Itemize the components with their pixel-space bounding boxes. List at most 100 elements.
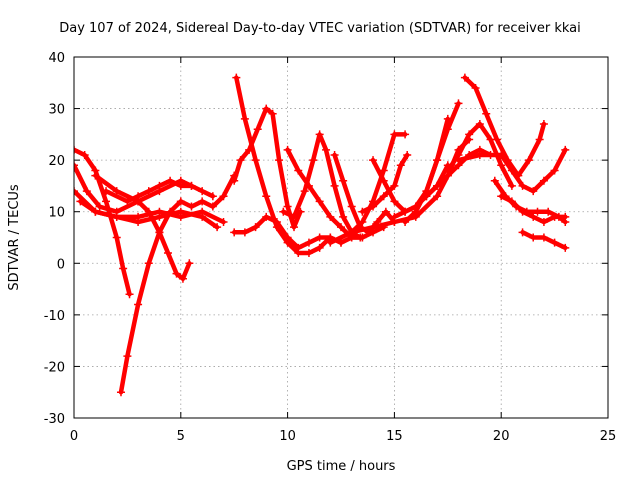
data-point [507, 181, 516, 190]
data-point [539, 218, 548, 227]
data-point [198, 197, 207, 206]
data-point [561, 145, 570, 154]
data-point [198, 187, 207, 196]
x-axis-label: GPS time / hours [287, 459, 396, 474]
series-arc-23 [454, 145, 570, 196]
y-tick-label: 20 [48, 154, 65, 169]
data-point [369, 223, 378, 232]
y-axis-label: SDTVAR / TECUs [7, 184, 22, 291]
data-point [80, 150, 89, 159]
data-point [475, 150, 484, 159]
data-point [401, 207, 410, 216]
data-point [358, 218, 367, 227]
data-point [379, 166, 388, 175]
x-tick-label: 5 [177, 429, 185, 444]
series-line [118, 173, 237, 395]
series-arc-26 [518, 228, 570, 252]
data-point [544, 207, 553, 216]
data-point [178, 274, 187, 283]
data-point [112, 212, 121, 221]
data-point [443, 114, 452, 123]
data-point [76, 197, 85, 206]
data-point [497, 150, 506, 159]
data-point [253, 125, 262, 134]
data-point [185, 259, 194, 268]
data-point [337, 223, 345, 232]
series-arc-3 [74, 161, 194, 283]
x-tick-label: 25 [600, 429, 617, 444]
series-arc-19 [401, 114, 452, 227]
series-line [74, 147, 132, 297]
plot-frame [73, 56, 609, 419]
data-point [262, 212, 271, 221]
data-point [550, 166, 559, 175]
data-point [176, 212, 185, 221]
data-point [326, 212, 335, 221]
data-point [433, 192, 442, 201]
data-point [240, 114, 249, 123]
data-point [187, 202, 196, 211]
series-line [231, 106, 303, 230]
series-arc-1 [74, 145, 134, 299]
data-point [482, 109, 491, 118]
data-point [123, 352, 132, 361]
data-point [304, 181, 313, 190]
data-point [251, 156, 260, 165]
series-line [103, 178, 194, 204]
data-point [198, 207, 207, 216]
data-point [176, 197, 185, 206]
data-point [507, 166, 516, 175]
data-point [262, 192, 271, 201]
data-point [245, 145, 254, 154]
data-point [219, 218, 228, 227]
data-point [443, 166, 452, 175]
data-point [123, 197, 132, 206]
data-point [518, 207, 527, 216]
data-point [74, 145, 78, 154]
x-tick-label: 15 [386, 429, 403, 444]
series-line [285, 147, 386, 240]
data-point [326, 238, 335, 247]
data-point [262, 104, 271, 113]
data-point [283, 202, 292, 211]
data-point [208, 202, 217, 211]
data-point [208, 192, 217, 201]
data-point [497, 161, 506, 170]
data-point [411, 207, 420, 216]
data-point [230, 228, 239, 237]
data-point [116, 388, 125, 397]
data-layer [74, 73, 570, 397]
data-point [74, 187, 78, 196]
data-point [460, 73, 469, 82]
data-point [396, 161, 405, 170]
data-point [390, 181, 399, 190]
data-point [379, 192, 388, 201]
data-point [315, 233, 324, 242]
y-tick-label: 40 [48, 51, 65, 66]
data-point [82, 187, 91, 196]
data-point [112, 233, 121, 242]
series-arc-21 [443, 120, 516, 190]
data-point [134, 300, 143, 309]
data-point [390, 197, 399, 206]
data-point [95, 202, 104, 211]
data-point [290, 212, 299, 221]
data-point [134, 192, 143, 201]
data-point [358, 207, 367, 216]
data-point [539, 176, 548, 185]
data-point [119, 264, 128, 273]
data-point [403, 150, 412, 159]
data-point [230, 176, 239, 185]
data-point [315, 197, 324, 206]
data-point [433, 181, 442, 190]
data-point [125, 290, 134, 299]
data-point [294, 166, 303, 175]
data-point [471, 83, 480, 92]
y-tick-label: 0 [57, 257, 65, 272]
data-point [379, 176, 388, 185]
data-point [268, 109, 277, 118]
data-point [401, 130, 410, 139]
data-point [330, 150, 339, 159]
data-point [347, 228, 356, 237]
